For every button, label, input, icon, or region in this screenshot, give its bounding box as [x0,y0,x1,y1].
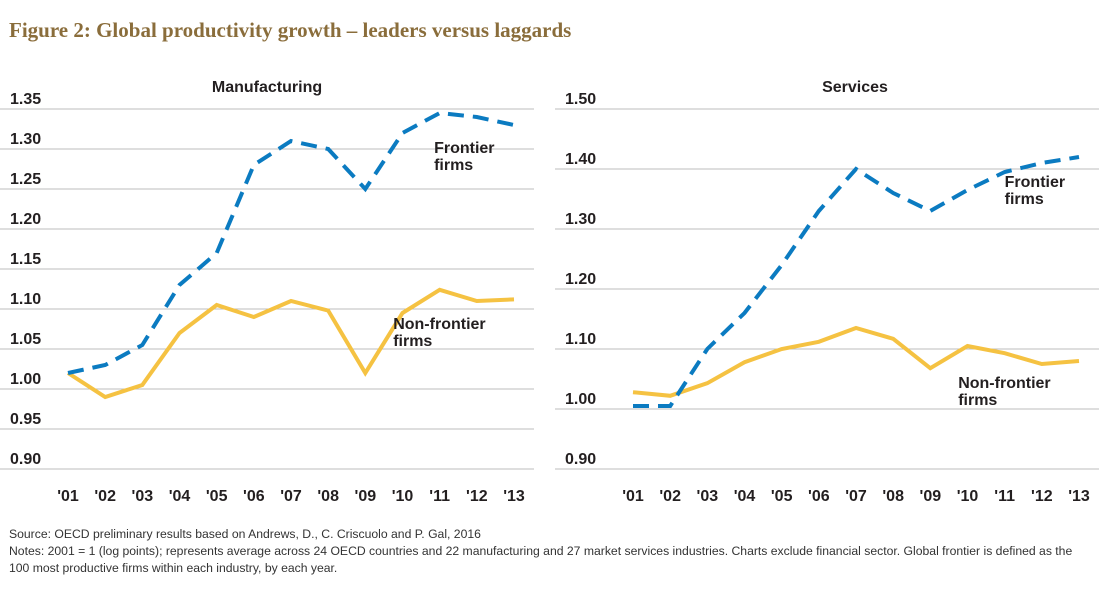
y-tick-label: 1.20 [10,211,41,228]
x-tick-label: '10 [392,488,414,505]
non-frontier-firms-line [632,325,1080,398]
x-tick-label: '03 [132,488,154,505]
non-frontier-firms-line [66,287,515,400]
notes-text: Notes: 2001 = 1 (log points); represents… [9,544,1073,575]
manufacturing-chart-svg: Manufacturing 0.90 0.95 1.00 1.05 1.10 1.15 1.2… [0,79,534,505]
series-label: Non-frontier [958,375,1050,392]
chart-title: Services [822,79,888,96]
series-label: Frontier [1005,174,1065,191]
chart-title: Manufacturing [212,79,322,96]
chart-services: Services 0.90 1.00 1.10 1.20 1.30 1.40 1.50 '01 '… [555,70,1100,510]
y-tick-label: 0.90 [565,451,596,468]
frontier-firms-line [67,110,515,375]
y-tick-label: 1.30 [565,211,596,228]
series-label: Non-frontier [393,316,485,333]
y-tick-label: 1.25 [10,171,41,188]
series-label: firms [393,333,432,350]
services-chart-svg: Services 0.90 1.00 1.10 1.20 1.30 1.40 1.50 '01 '… [555,79,1099,505]
x-tick-label: '04 [169,488,191,505]
x-tick-label: '07 [280,488,302,505]
series-label: Frontier [434,140,494,157]
x-tick-label: '11 [429,488,450,505]
x-tick-label: '10 [957,488,979,505]
y-tick-label: 1.20 [565,271,596,288]
x-tick-label: '01 [622,488,644,505]
series-label: firms [958,392,997,409]
x-tick-label: '06 [808,488,830,505]
series-label: firms [1005,191,1044,208]
x-tick-label: '02 [94,488,116,505]
x-tick-label: '13 [1068,488,1090,505]
y-tick-label: 1.00 [565,391,596,408]
chart-manufacturing: Manufacturing 0.90 0.95 1.00 1.05 1.10 1.15 1.2… [0,70,540,510]
frontier-firms-line [633,155,1080,408]
y-tick-label: 1.40 [565,151,596,168]
x-tick-label: '06 [243,488,265,505]
y-tick-label: 1.30 [10,131,41,148]
y-tick-label: 1.00 [10,371,41,388]
y-tick-label: 1.05 [10,331,41,348]
x-tick-label: '03 [697,488,719,505]
source-note: Source: OECD preliminary results based o… [9,527,481,541]
x-tick-label: '09 [920,488,942,505]
y-tick-label: 1.15 [10,251,41,268]
y-tick-label: 0.95 [10,411,41,428]
y-tick-label: 1.50 [565,91,596,108]
x-tick-label: '09 [355,488,377,505]
x-tick-label: '11 [994,488,1015,505]
x-tick-label: '07 [845,488,867,505]
x-tick-label: '08 [317,488,339,505]
y-tick-label: 1.10 [10,291,41,308]
x-tick-label: '08 [882,488,904,505]
x-tick-label: '12 [466,488,488,505]
x-tick-label: '12 [1031,488,1053,505]
series-label: firms [434,157,473,174]
y-tick-label: 0.90 [10,451,41,468]
x-tick-label: '05 [771,488,793,505]
x-tick-label: '04 [734,488,756,505]
x-tick-label: '05 [206,488,228,505]
figure-title: Figure 2: Global productivity growth – l… [9,18,572,42]
x-tick-label: '13 [503,488,525,505]
x-tick-label: '02 [659,488,681,505]
y-tick-label: 1.35 [10,91,41,108]
y-tick-label: 1.10 [565,331,596,348]
x-tick-label: '01 [57,488,79,505]
